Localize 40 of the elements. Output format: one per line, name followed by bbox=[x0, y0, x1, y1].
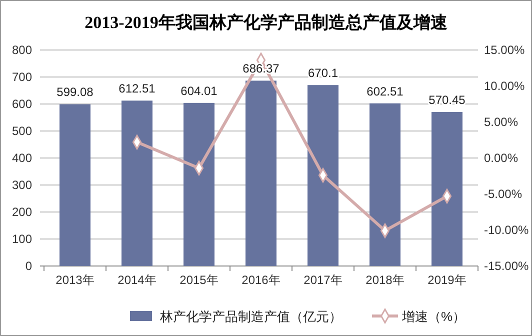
y-tick-label: 500 bbox=[12, 124, 32, 138]
y-tick-label: 600 bbox=[12, 97, 32, 111]
y2-tick-label: -10.00% bbox=[484, 223, 530, 237]
y-tick-label: 100 bbox=[12, 232, 32, 246]
bar bbox=[246, 80, 276, 266]
chart-title: 2013-2019年我国林产化学产品制造总产值及增速 bbox=[84, 13, 448, 32]
bar bbox=[308, 85, 338, 266]
y-tick-label: 800 bbox=[12, 43, 32, 57]
x-tick-label: 2013年 bbox=[56, 273, 94, 287]
bar bbox=[370, 103, 400, 266]
bar bbox=[122, 100, 152, 266]
y2-tick-label: 10.00% bbox=[484, 79, 526, 93]
bar bbox=[60, 104, 90, 266]
y-tick-label: 300 bbox=[12, 178, 32, 192]
x-tick-label: 2017年 bbox=[304, 273, 342, 287]
y-tick-label: 200 bbox=[12, 205, 32, 219]
y2-tick-label: 0.00% bbox=[484, 151, 518, 165]
data-label: 612.51 bbox=[118, 82, 156, 96]
y-tick-label: 400 bbox=[12, 151, 32, 165]
y2-tick-label: -15.00% bbox=[484, 259, 530, 273]
data-label: 599.08 bbox=[56, 85, 94, 100]
x-tick-label: 2018年 bbox=[366, 273, 404, 287]
y2-tick-label: -5.00% bbox=[484, 187, 522, 201]
x-tick-label: 2016年 bbox=[242, 273, 280, 287]
legend-label: 增速（%） bbox=[401, 309, 466, 324]
legend-label: 林产化学产品制造产值（亿元） bbox=[159, 309, 342, 324]
data-label: 686.37 bbox=[242, 62, 280, 76]
y2-tick-label: 5.00% bbox=[484, 115, 518, 129]
x-tick-label: 2014年 bbox=[118, 273, 156, 287]
bar bbox=[432, 112, 462, 266]
x-tick-label: 2015年 bbox=[180, 273, 218, 287]
y-tick-label: 0 bbox=[25, 259, 32, 273]
data-label: 570.45 bbox=[428, 92, 466, 107]
bar bbox=[184, 102, 214, 266]
x-tick-label: 2019年 bbox=[428, 273, 466, 287]
data-label: 604.01 bbox=[180, 84, 218, 98]
data-label: 670.1 bbox=[308, 66, 338, 80]
y2-tick-label: 15.00% bbox=[484, 43, 526, 57]
y-tick-label: 700 bbox=[12, 70, 32, 84]
data-label: 602.51 bbox=[366, 84, 404, 98]
